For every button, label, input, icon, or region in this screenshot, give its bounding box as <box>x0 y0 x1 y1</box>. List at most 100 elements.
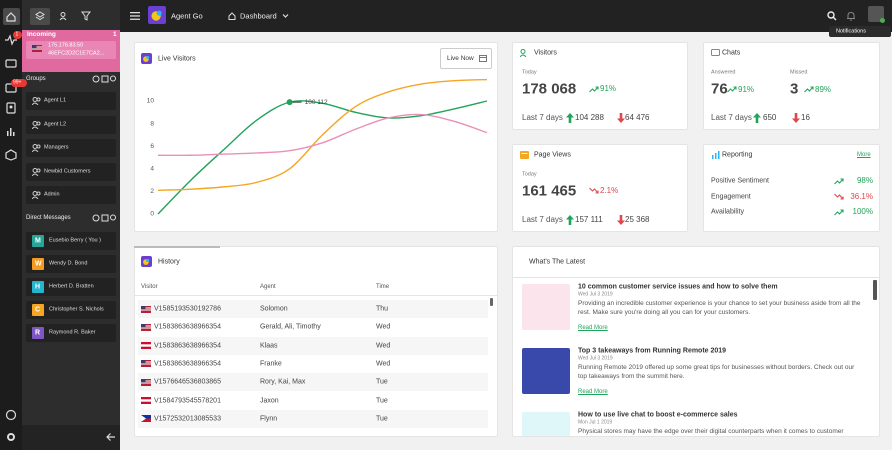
bell-icon[interactable] <box>846 11 856 21</box>
group-name: Newbid Customers <box>44 167 91 174</box>
down-value: 16 <box>801 113 810 122</box>
card <box>512 144 688 232</box>
tab-icon[interactable] <box>59 11 69 21</box>
flag-part <box>141 325 151 327</box>
trend-icon <box>589 86 599 93</box>
chevron[interactable] <box>282 13 289 19</box>
trend-icon-part <box>589 187 599 194</box>
menu-dropdown[interactable]: Dashboard <box>240 11 277 21</box>
trend-icon-part <box>840 196 844 200</box>
nav-icon[interactable] <box>5 11 17 23</box>
card <box>703 42 880 130</box>
article-date: Mon Jul 1 2019 <box>578 419 613 426</box>
tab-icon-part <box>60 12 66 17</box>
card-icon <box>520 49 527 57</box>
nav-icon[interactable] <box>5 431 17 443</box>
history-row[interactable] <box>138 391 488 410</box>
flag-part <box>141 418 151 423</box>
status-dot <box>880 18 885 23</box>
tab-icon[interactable] <box>35 11 45 21</box>
dm-item[interactable] <box>26 278 116 296</box>
collapse-icon[interactable] <box>106 432 116 442</box>
agent-name: Flynn <box>260 415 278 423</box>
flag-part <box>141 360 146 364</box>
flag-part <box>32 45 37 49</box>
history-row[interactable] <box>138 409 488 428</box>
dm-item[interactable] <box>26 255 116 273</box>
menu-icon[interactable] <box>130 12 140 20</box>
avatar <box>32 327 44 339</box>
trend-icon-part <box>804 86 814 93</box>
home-icon <box>228 12 236 20</box>
group-icon <box>32 97 41 105</box>
section-actions[interactable] <box>92 214 116 222</box>
up-arrow <box>566 215 574 225</box>
nav-icon[interactable] <box>5 149 17 161</box>
stat-label: Missed <box>790 69 808 76</box>
group-name: Managers <box>44 144 69 151</box>
y-tick-label: 0 <box>150 211 154 218</box>
nav-icon[interactable] <box>5 409 17 421</box>
section-actions[interactable] <box>92 75 116 83</box>
history-row[interactable] <box>138 300 488 318</box>
dm-item[interactable] <box>26 232 116 250</box>
group-item[interactable] <box>26 92 116 110</box>
collapse-bar <box>22 425 120 450</box>
avatar-initial: H <box>35 283 41 291</box>
incoming-id: 46EFC2D2C1E7CA2... <box>48 50 105 57</box>
stat-value: 161 465 <box>522 182 577 200</box>
live-now-button[interactable] <box>440 48 492 69</box>
read-more-link[interactable]: Read More <box>578 325 608 331</box>
read-more-link[interactable]: Read More <box>578 389 608 395</box>
card-title: What's The Latest <box>529 258 586 266</box>
section-actions-part <box>101 75 109 83</box>
search-icon[interactable] <box>827 11 837 21</box>
series-line <box>157 113 488 157</box>
flag <box>141 305 151 313</box>
card-icon-part <box>520 151 529 159</box>
nav-icon[interactable] <box>5 58 17 70</box>
badge <box>13 31 22 39</box>
logo <box>141 256 152 267</box>
nav-icon[interactable] <box>5 102 17 114</box>
trend-icon <box>589 187 599 194</box>
flag-part <box>141 309 151 310</box>
down-arrow-part <box>617 113 625 123</box>
tab-icon[interactable] <box>81 11 91 21</box>
badge-text: 99+ <box>13 79 22 86</box>
more-link[interactable]: More <box>857 152 871 158</box>
group-item[interactable] <box>26 162 116 181</box>
nav-icon[interactable] <box>5 34 17 46</box>
nav-icon-part <box>7 131 9 136</box>
history-row[interactable] <box>138 373 488 392</box>
incoming-item[interactable] <box>26 41 116 59</box>
trend-icon-part <box>840 209 844 213</box>
card-title: Reporting <box>722 151 753 159</box>
section-actions-part <box>110 75 116 82</box>
agent-name: Klaas <box>260 342 278 350</box>
history-row[interactable] <box>138 318 488 337</box>
dm-item[interactable] <box>26 324 116 342</box>
group-icon-part <box>36 168 41 172</box>
dm-item[interactable] <box>26 301 116 319</box>
flag-part <box>141 327 151 329</box>
down-arrow <box>792 113 800 123</box>
group-item[interactable] <box>26 139 116 157</box>
nav-icon-part <box>6 102 16 114</box>
nav-icon[interactable] <box>5 125 17 137</box>
flag-part <box>141 344 151 347</box>
history-row[interactable] <box>138 336 488 355</box>
avatar-initial: R <box>35 329 41 337</box>
group-icon-part <box>32 196 39 199</box>
group-item[interactable] <box>26 186 116 204</box>
history-row[interactable] <box>138 354 488 373</box>
group-icon <box>32 167 41 176</box>
column-header: Time <box>376 284 390 290</box>
brand: Agent Go <box>171 11 203 21</box>
y-tick-label: 4 <box>150 166 154 173</box>
card-icon <box>711 49 720 56</box>
card-title: History <box>158 258 180 266</box>
nav-icon-part <box>5 34 17 46</box>
up-arrow-part <box>566 215 574 225</box>
group-item[interactable] <box>26 115 116 134</box>
